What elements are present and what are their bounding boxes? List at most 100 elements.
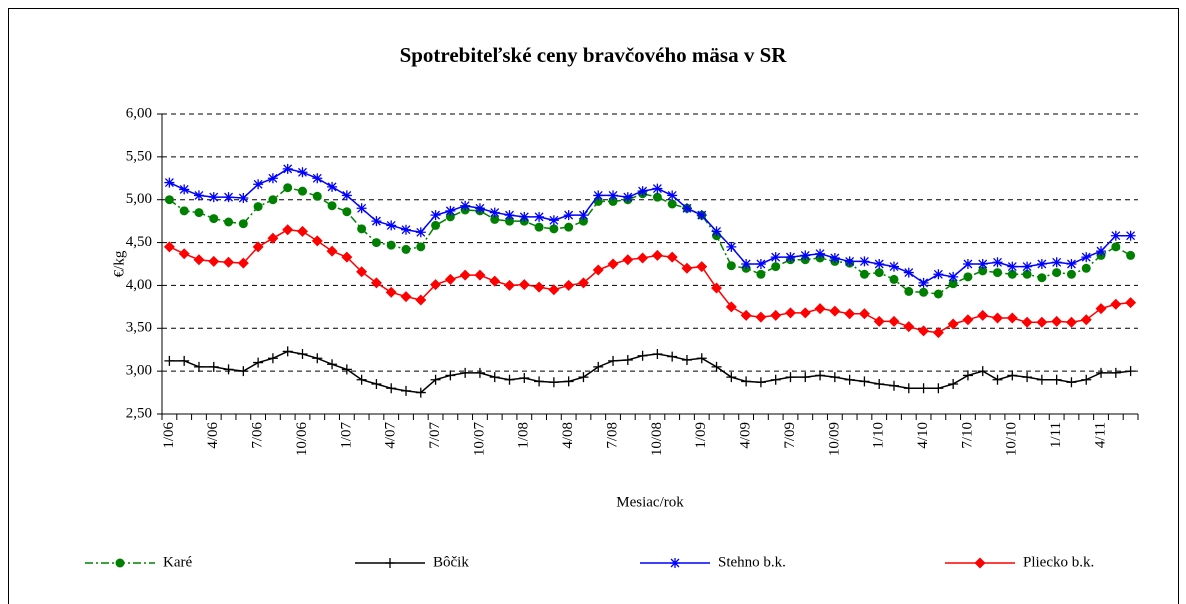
marker [577,277,589,289]
marker [326,245,338,257]
marker [1022,269,1032,279]
marker [386,220,397,231]
marker [667,199,677,209]
marker [800,372,811,383]
marker [1125,297,1137,309]
marker [268,195,278,205]
marker [209,214,219,224]
marker [696,261,708,273]
marker [238,366,249,377]
legend-label: Bôčik [433,554,469,570]
marker [814,303,826,315]
legend-marker [385,558,395,568]
marker [415,387,426,398]
marker [785,372,796,383]
marker [1110,298,1122,310]
marker [401,385,411,396]
marker [785,252,796,263]
marker [237,257,249,269]
marker [829,372,840,383]
marker [445,205,456,216]
marker [1110,367,1121,378]
marker [341,251,353,263]
y-tick-label: 5,00 [126,191,152,207]
marker [784,307,796,319]
marker [963,272,973,282]
marker [889,261,899,272]
marker [518,279,530,291]
marker [637,350,648,361]
marker [563,279,575,291]
marker [755,311,767,323]
marker [549,224,559,234]
marker [1007,370,1018,381]
marker [474,203,485,214]
marker [1066,259,1077,269]
marker [578,210,589,221]
marker [918,383,929,394]
marker [444,273,456,285]
marker [164,195,174,205]
marker [1021,316,1033,328]
marker [386,383,397,394]
marker [667,351,678,362]
marker [667,190,678,201]
marker [489,275,501,287]
marker [356,266,368,278]
x-tick-label: 7/09 [782,422,798,449]
marker [519,373,530,383]
marker [548,284,560,296]
legend-label: Karé [163,554,192,570]
marker [253,202,263,212]
marker [208,192,219,203]
marker [770,252,781,263]
marker [1007,269,1017,279]
marker [563,210,574,221]
marker [578,372,589,383]
marker [474,367,485,378]
marker [622,355,633,365]
marker [460,367,471,378]
marker [297,167,308,178]
marker [696,210,707,221]
marker [593,190,604,201]
chart-title: Spotrebiteľské ceny bravčového mäsa v SR [400,43,788,67]
marker [933,289,943,299]
marker [1036,374,1047,385]
marker [948,279,958,289]
y-tick-label: 4,00 [126,277,152,293]
marker [874,259,885,269]
x-tick-label: 4/08 [560,422,576,449]
marker [681,203,692,214]
marker [903,383,914,394]
legend-label: Pliecko b.k. [1023,554,1094,570]
y-tick-label: 3,00 [126,363,152,379]
marker [1022,372,1033,383]
marker [564,222,574,232]
marker [696,353,707,364]
x-tick-label: 4/10 [915,422,931,449]
x-axis-title: Mesiac/rok [616,494,684,510]
marker [770,309,782,321]
marker [992,312,1004,324]
x-tick-label: 10/10 [1004,422,1020,456]
marker [726,241,737,252]
marker [889,274,899,284]
marker [1036,316,1048,328]
marker [401,244,411,254]
marker [1110,230,1121,241]
marker [711,361,722,372]
marker [164,177,175,188]
marker [282,346,293,357]
marker [873,315,885,327]
marker [179,184,190,195]
marker [253,179,264,190]
marker [741,376,752,387]
x-tick-label: 7/10 [959,422,975,449]
marker [593,361,604,372]
marker [1081,374,1092,385]
marker [741,259,752,269]
series-line [169,350,1131,394]
marker [194,208,204,218]
marker [919,287,929,297]
